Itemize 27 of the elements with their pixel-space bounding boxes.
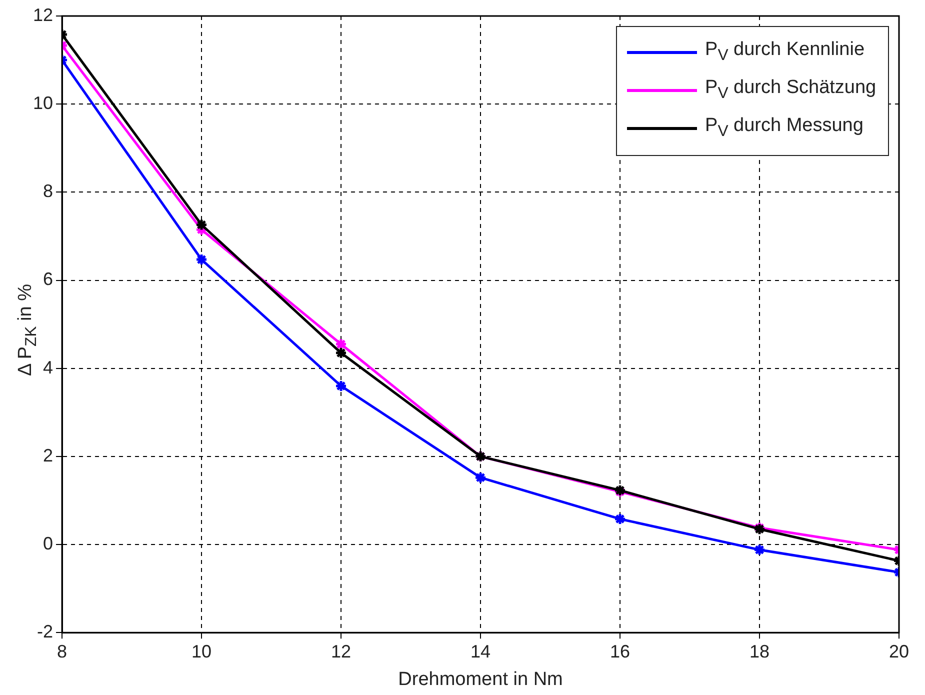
x-tick-label: 14 [470, 641, 491, 662]
x-axis-title: Drehmoment in Nm [398, 668, 563, 690]
x-tick-label: 10 [192, 641, 212, 662]
x-tick-label: 18 [749, 641, 770, 662]
y-tick-label: 2 [43, 445, 54, 466]
point [195, 218, 208, 232]
point [474, 471, 487, 484]
point [334, 338, 348, 350]
point [614, 512, 626, 526]
y-tick-label: 12 [32, 4, 54, 25]
point [195, 253, 208, 266]
x-tick-label: 8 [57, 641, 68, 662]
legend-label: P$_{V}$ durch Messung [705, 115, 864, 141]
x-tick-label: 12 [331, 641, 352, 662]
y-tick-label: 8 [43, 181, 54, 202]
y-tick-label: 6 [43, 269, 54, 290]
y-tick-label: -2 [37, 622, 54, 642]
legend-label: P$_{V}$ durch Schätzung [705, 77, 876, 103]
x-tick-label: 16 [610, 641, 630, 662]
point [334, 346, 348, 360]
y-tick-label: 0 [43, 533, 54, 554]
y-tick-label: 10 [32, 93, 54, 114]
y-tick-label: 4 [43, 357, 54, 378]
x-tick-label: 20 [888, 641, 910, 662]
point [753, 544, 766, 556]
legend-label: P$_{V}$ durch Kennlinie [705, 39, 865, 65]
point [334, 380, 348, 392]
